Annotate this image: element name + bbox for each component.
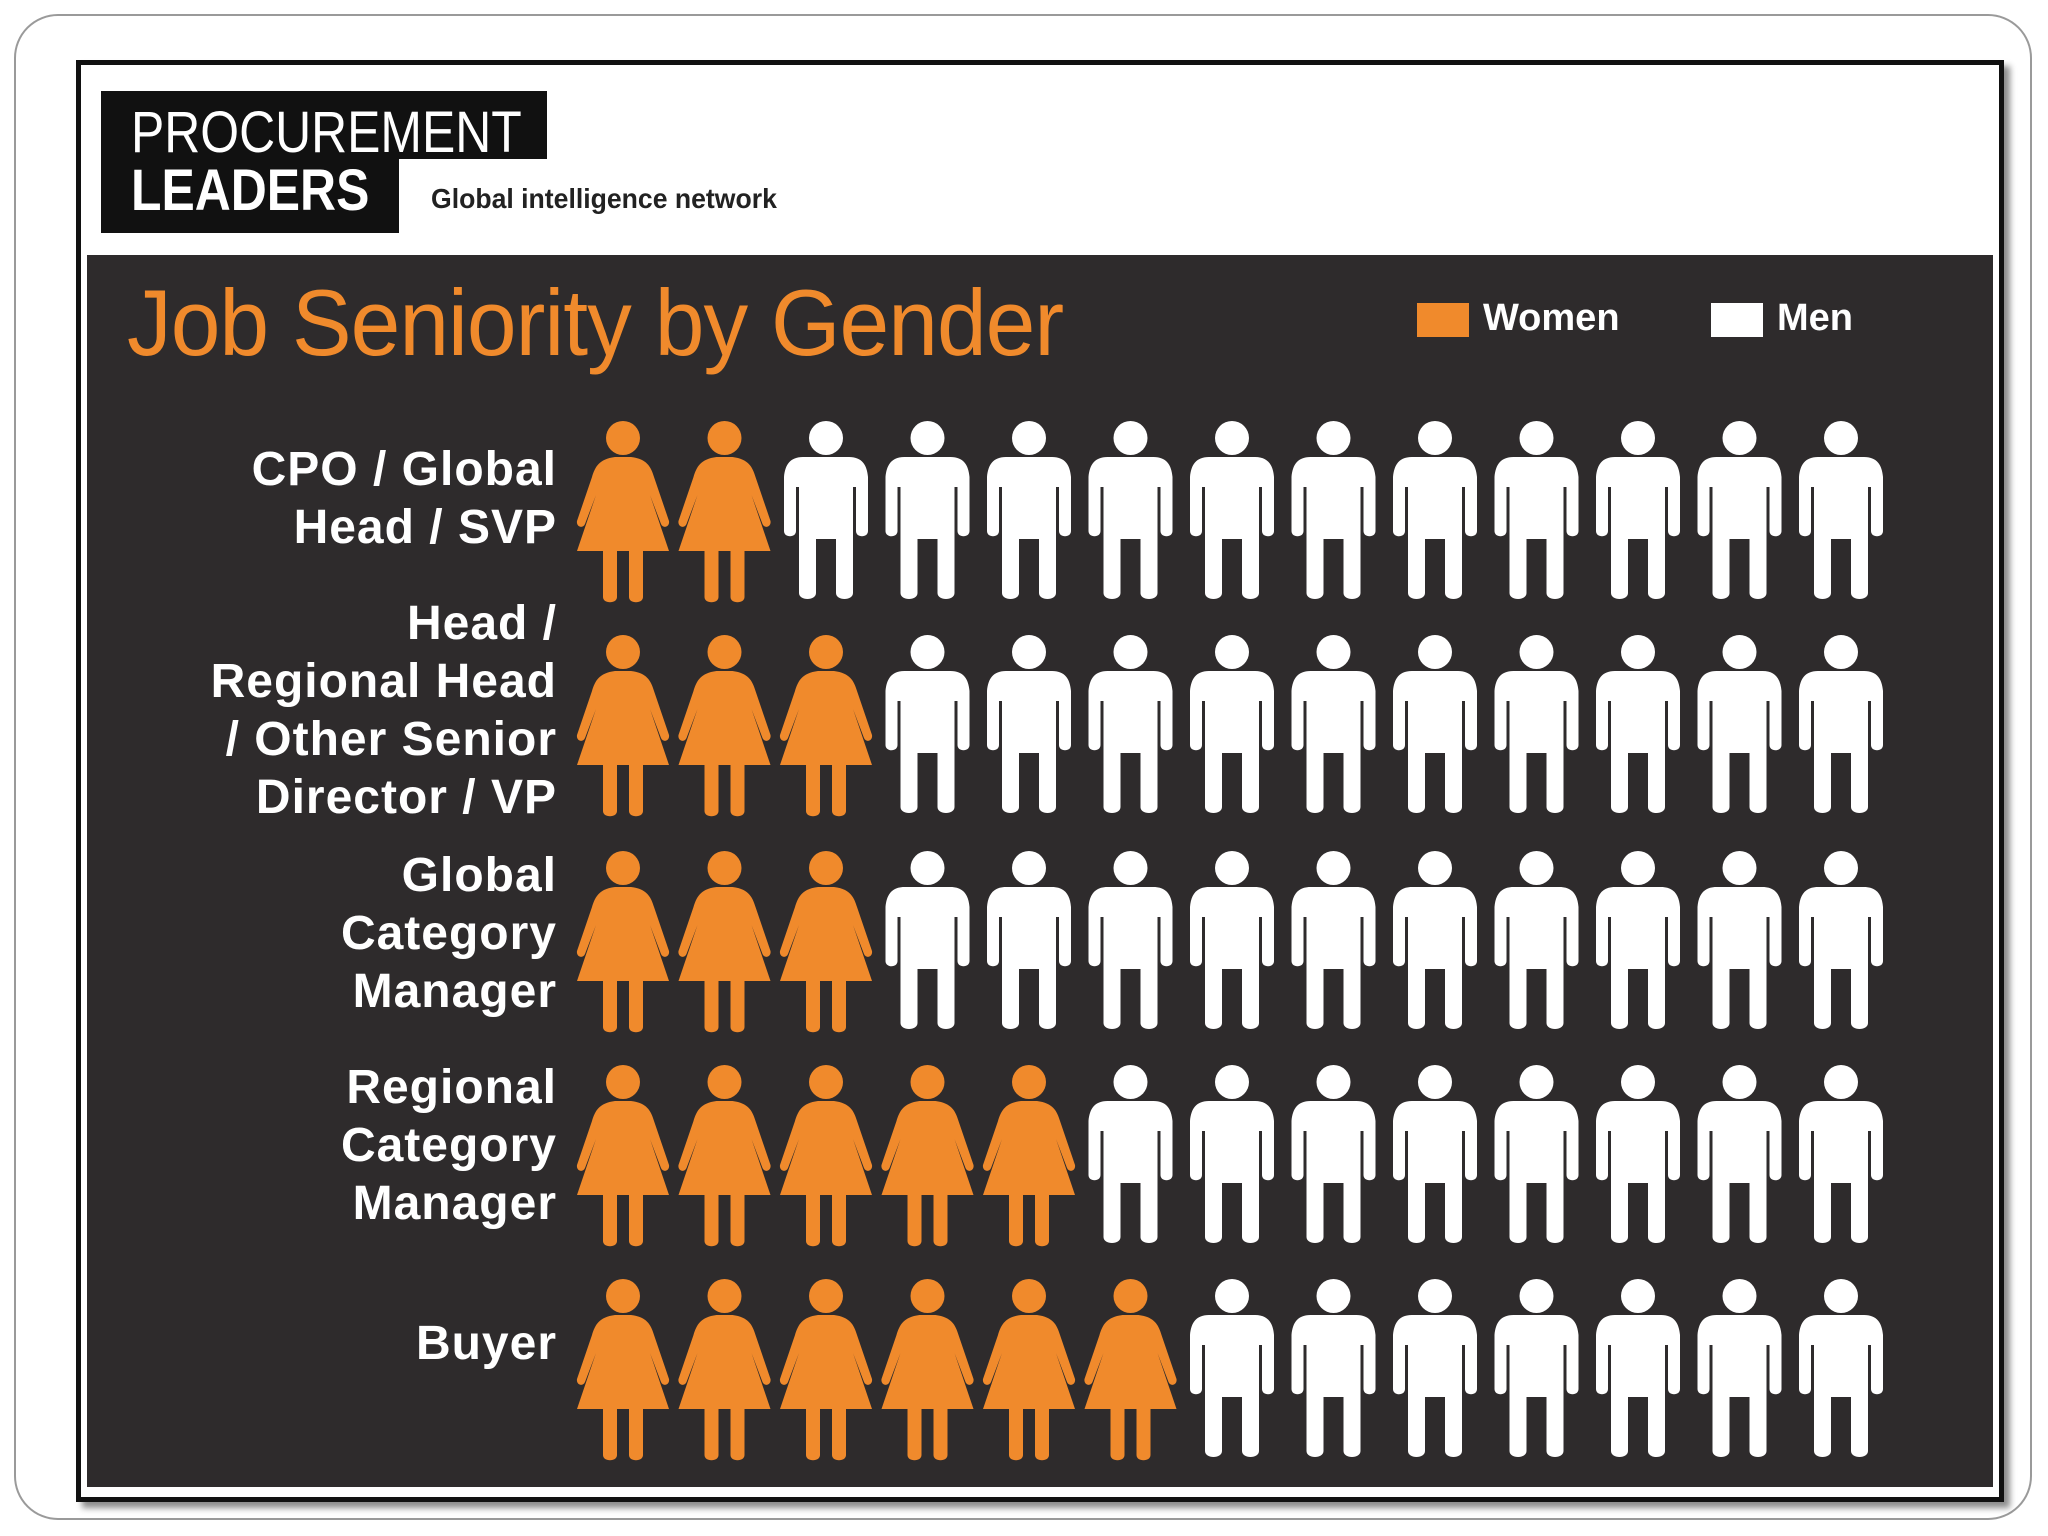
woman-icon bbox=[881, 1279, 974, 1461]
woman-icon bbox=[576, 1279, 670, 1461]
man-icon bbox=[1393, 635, 1477, 813]
man-icon bbox=[1596, 851, 1680, 1029]
man-icon bbox=[1291, 1065, 1376, 1243]
woman-icon bbox=[779, 635, 873, 817]
man-icon bbox=[987, 851, 1071, 1029]
row-label-cpo: CPO / Global Head / SVP bbox=[251, 443, 557, 554]
woman-icon bbox=[779, 1065, 873, 1247]
man-icon bbox=[784, 421, 868, 599]
man-icon bbox=[1494, 1065, 1579, 1243]
woman-icon bbox=[576, 635, 670, 817]
chart-panel: Job Seniority by Gender Women Men CPO / … bbox=[87, 255, 1993, 1487]
woman-icon bbox=[678, 635, 771, 817]
man-icon bbox=[1088, 851, 1173, 1029]
man-icon bbox=[1393, 1065, 1477, 1243]
legend-label-women: Women bbox=[1483, 297, 1620, 339]
woman-icon bbox=[779, 1279, 873, 1461]
man-icon bbox=[1291, 1279, 1376, 1457]
man-icon bbox=[1088, 1065, 1173, 1243]
logo-tagline: Global intelligence network bbox=[431, 183, 777, 214]
man-icon bbox=[1697, 421, 1782, 599]
man-icon bbox=[1697, 1065, 1782, 1243]
man-icon bbox=[1799, 635, 1883, 813]
man-icon bbox=[1799, 851, 1883, 1029]
man-icon bbox=[1596, 635, 1680, 813]
woman-icon bbox=[982, 1279, 1076, 1461]
man-icon bbox=[1291, 851, 1376, 1029]
man-icon bbox=[1088, 635, 1173, 813]
row-label-global-category-manager: Global Category Manager bbox=[340, 849, 557, 1018]
row-label-buyer: Buyer bbox=[415, 1317, 557, 1370]
man-icon bbox=[1799, 1065, 1883, 1243]
woman-icon bbox=[1084, 1279, 1177, 1461]
woman-icon bbox=[678, 851, 771, 1033]
man-icon bbox=[1596, 1279, 1680, 1457]
woman-icon bbox=[576, 421, 670, 603]
man-icon bbox=[1596, 421, 1680, 599]
man-icon bbox=[1697, 635, 1782, 813]
woman-icon bbox=[678, 421, 771, 603]
man-icon bbox=[885, 635, 970, 813]
pictogram-icons bbox=[576, 421, 1883, 1461]
logo-line-2: LEADERS bbox=[131, 158, 370, 223]
man-icon bbox=[1393, 421, 1477, 599]
man-icon bbox=[987, 635, 1071, 813]
man-icon bbox=[1697, 1279, 1782, 1457]
man-icon bbox=[1494, 635, 1579, 813]
woman-icon bbox=[779, 851, 873, 1033]
man-icon bbox=[1697, 851, 1782, 1029]
man-icon bbox=[885, 421, 970, 599]
man-icon bbox=[1190, 1279, 1274, 1457]
man-icon bbox=[1291, 635, 1376, 813]
man-icon bbox=[1190, 421, 1274, 599]
man-icon bbox=[1393, 851, 1477, 1029]
man-icon bbox=[1596, 1065, 1680, 1243]
woman-icon bbox=[576, 1065, 670, 1247]
woman-icon bbox=[678, 1065, 771, 1247]
man-icon bbox=[885, 851, 970, 1029]
legend-label-men: Men bbox=[1777, 297, 1853, 339]
man-icon bbox=[1393, 1279, 1477, 1457]
man-icon bbox=[987, 421, 1071, 599]
man-icon bbox=[1799, 1279, 1883, 1457]
woman-icon bbox=[881, 1065, 974, 1247]
chart-title: Job Seniority by Gender bbox=[127, 270, 1064, 375]
woman-icon bbox=[576, 851, 670, 1033]
man-icon bbox=[1190, 851, 1274, 1029]
man-icon bbox=[1799, 421, 1883, 599]
legend-swatch-women bbox=[1417, 303, 1469, 337]
row-label-head: Head / Regional Head / Other Senior Dire… bbox=[210, 597, 557, 824]
man-icon bbox=[1494, 421, 1579, 599]
woman-icon bbox=[982, 1065, 1076, 1247]
logo-line-1: PROCUREMENT bbox=[131, 100, 522, 165]
man-icon bbox=[1494, 851, 1579, 1029]
legend-swatch-men bbox=[1711, 303, 1763, 337]
woman-icon bbox=[678, 1279, 771, 1461]
man-icon bbox=[1190, 1065, 1274, 1243]
infographic-image: PROCUREMENT LEADERS Global intelligence … bbox=[76, 60, 2004, 1502]
man-icon bbox=[1190, 635, 1274, 813]
slide-frame: PROCUREMENT LEADERS Global intelligence … bbox=[14, 14, 2032, 1520]
logo-notch bbox=[399, 159, 579, 235]
man-icon bbox=[1494, 1279, 1579, 1457]
man-icon bbox=[1088, 421, 1173, 599]
row-label-regional-category-manager: Regional Category Manager bbox=[340, 1061, 557, 1230]
man-icon bbox=[1291, 421, 1376, 599]
